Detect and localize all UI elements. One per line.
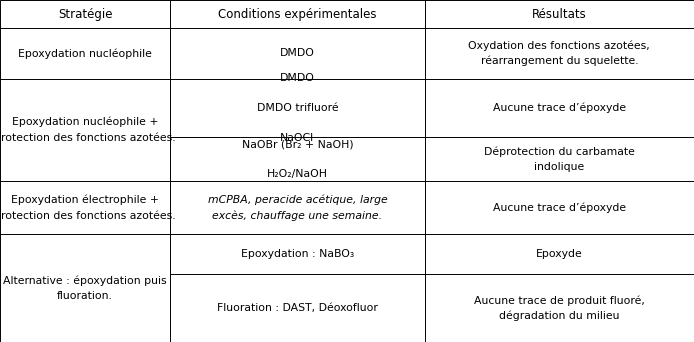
Text: Oxydation des fonctions azotées,
réarrangement du squelette.: Oxydation des fonctions azotées, réarran… (468, 40, 650, 66)
Text: Fluoration : DAST, Déoxofluor: Fluoration : DAST, Déoxofluor (217, 303, 378, 313)
Text: Stratégie: Stratégie (58, 8, 112, 21)
Text: Conditions expérimentales: Conditions expérimentales (218, 8, 377, 21)
Text: Aucune trace de produit fluoré,
dégradation du milieu: Aucune trace de produit fluoré, dégradat… (474, 295, 645, 321)
Text: Epoxydation nucléophile +
protection des fonctions azotées.: Epoxydation nucléophile + protection des… (0, 117, 176, 143)
Text: Epoxydation nucléophile: Epoxydation nucléophile (18, 48, 152, 58)
Text: Alternative : époxydation puis
fluoration.: Alternative : époxydation puis fluoratio… (3, 276, 167, 301)
Text: DMDO

DMDO trifluoré

NaOCl: DMDO DMDO trifluoré NaOCl (257, 73, 338, 143)
Text: Epoxyde: Epoxyde (536, 249, 583, 259)
Text: Aucune trace d’époxyde: Aucune trace d’époxyde (493, 103, 626, 113)
Text: Epoxydation : NaBO₃: Epoxydation : NaBO₃ (241, 249, 354, 259)
Text: Résultats: Résultats (532, 8, 586, 21)
Text: NaOBr (Br₂ + NaOH)

H₂O₂/NaOH: NaOBr (Br₂ + NaOH) H₂O₂/NaOH (242, 140, 353, 179)
Text: Déprotection du carbamate
indolique: Déprotection du carbamate indolique (484, 147, 635, 172)
Text: Aucune trace d’époxyde: Aucune trace d’époxyde (493, 202, 626, 213)
Text: DMDO: DMDO (280, 48, 315, 58)
Text: Epoxydation électrophile +
protection des fonctions azotées.: Epoxydation électrophile + protection de… (0, 195, 176, 221)
Text: mCPBA, peracide acétique, large
excès, chauffage une semaine.: mCPBA, peracide acétique, large excès, c… (208, 195, 387, 221)
